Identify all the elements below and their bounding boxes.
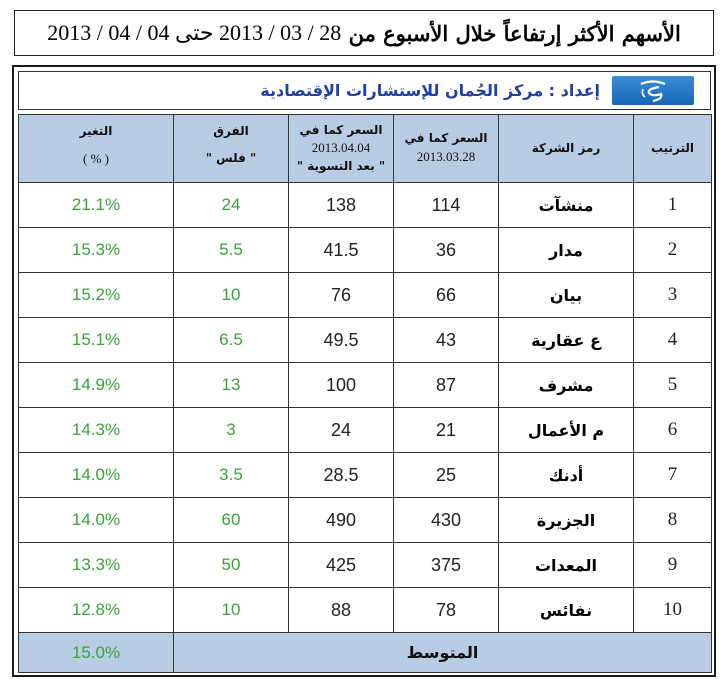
cell-change: 14.0% [18,452,174,498]
header-price-start: السعر كما في 2013.03.28 [393,114,499,183]
cell-change: 15.3% [18,227,174,273]
cell-rank: 1 [633,182,712,228]
cell-rank: 2 [633,227,712,273]
cell-price-end: 88 [288,587,394,633]
cell-diff: 5.5 [173,227,289,273]
cell-symbol: م الأعمال [498,407,634,453]
cell-rank: 3 [633,272,712,318]
cell-diff: 24 [173,182,289,228]
header-diff-unit: " فلس " [205,151,257,166]
title-dates: 28 / 03 / 2013 حتى 04 / 04 / 2013 [47,20,342,45]
cell-price-end: 76 [288,272,394,318]
table-row: 7 أدنك 25 28.5 3.5 14.0% [18,452,712,498]
table-row: 10 نفائس 78 88 10 12.8% [18,587,712,633]
title-text: الأسهم الأكثر إرتفاعاً خلال الأسبوع من [348,20,681,46]
cell-symbol: المعدات [498,542,634,588]
cell-diff: 50 [173,542,289,588]
aljuman-logo-icon [612,76,694,105]
average-label: المتوسط [173,632,712,673]
cell-price-end: 24 [288,407,394,453]
cell-diff: 3.5 [173,452,289,498]
average-value: 15.0% [18,632,174,673]
table-row: 1 منشآت 114 138 24 21.1% [18,182,712,228]
table-row: 9 المعدات 375 425 50 13.3% [18,542,712,588]
table-row: 3 بيان 66 76 10 15.2% [18,272,712,318]
header-price-end: السعر كما في 2013.04.04 " بعد التسوية " [288,114,394,183]
cell-price-start: 66 [393,272,499,318]
cell-rank: 8 [633,497,712,543]
top-gainers-table: الترتيب رمز الشركة السعر كما في 2013.03.… [18,114,712,673]
cell-rank: 6 [633,407,712,453]
header-change: التغير ( % ) [18,114,174,183]
cell-symbol: أدنك [498,452,634,498]
table-row: 5 مشرف 87 100 13 14.9% [18,362,712,408]
cell-rank: 7 [633,452,712,498]
cell-diff: 10 [173,587,289,633]
cell-price-end: 41.5 [288,227,394,273]
header-price-end-date: 2013.04.04 [311,140,371,156]
cell-diff: 60 [173,497,289,543]
header-change-unit: ( % ) [83,151,109,167]
cell-symbol: مدار [498,227,634,273]
header-price-start-label: السعر كما في [404,131,488,146]
cell-change: 12.8% [18,587,174,633]
page-title: الأسهم الأكثر إرتفاعاً خلال الأسبوع من 2… [14,10,714,56]
cell-price-start: 114 [393,182,499,228]
header-change-label: التغير [79,124,113,138]
cell-change: 14.9% [18,362,174,408]
cell-change: 14.3% [18,407,174,453]
cell-change: 13.3% [18,542,174,588]
cell-price-start: 87 [393,362,499,408]
header-price-end-label: السعر كما في [299,122,383,137]
table-row: 2 مدار 36 41.5 5.5 15.3% [18,227,712,273]
cell-price-end: 49.5 [288,317,394,363]
header-price-start-date: 2013.03.28 [416,148,476,164]
cell-price-end: 138 [288,182,394,228]
cell-price-end: 28.5 [288,452,394,498]
table-row: 8 الجزيرة 430 490 60 14.0% [18,497,712,543]
header-diff: الفرق " فلس " [173,114,289,183]
cell-change: 14.0% [18,497,174,543]
cell-diff: 3 [173,407,289,453]
cell-symbol: مشرف [498,362,634,408]
cell-change: 15.1% [18,317,174,363]
cell-price-start: 36 [393,227,499,273]
cell-symbol: نفائس [498,587,634,633]
cell-price-end: 425 [288,542,394,588]
cell-rank: 9 [633,542,712,588]
header-rank: الترتيب [633,114,712,183]
cell-price-start: 43 [393,317,499,363]
header-diff-label: الفرق [213,124,249,138]
cell-price-start: 21 [393,407,499,453]
cell-diff: 6.5 [173,317,289,363]
cell-price-start: 78 [393,587,499,633]
prepared-by-bar: إعداد : مركز الجُمان للإستشارات الإقتصاد… [18,71,711,110]
prepared-by-text: إعداد : مركز الجُمان للإستشارات الإقتصاد… [260,81,600,100]
cell-price-start: 25 [393,452,499,498]
cell-rank: 4 [633,317,712,363]
cell-rank: 10 [633,587,712,633]
cell-diff: 10 [173,272,289,318]
table-header-row: الترتيب رمز الشركة السعر كما في 2013.03.… [18,114,712,183]
cell-rank: 5 [633,362,712,408]
cell-symbol: الجزيرة [498,497,634,543]
cell-price-end: 490 [288,497,394,543]
cell-price-start: 375 [393,542,499,588]
header-price-end-note: " بعد التسوية " [296,158,386,173]
cell-diff: 13 [173,362,289,408]
cell-change: 21.1% [18,182,174,228]
cell-price-end: 100 [288,362,394,408]
average-row: المتوسط 15.0% [18,632,712,673]
header-symbol: رمز الشركة [498,114,634,183]
report-frame: إعداد : مركز الجُمان للإستشارات الإقتصاد… [12,65,716,677]
cell-symbol: ع عقارية [498,317,634,363]
cell-symbol: بيان [498,272,634,318]
cell-symbol: منشآت [498,182,634,228]
cell-change: 15.2% [18,272,174,318]
cell-price-start: 430 [393,497,499,543]
